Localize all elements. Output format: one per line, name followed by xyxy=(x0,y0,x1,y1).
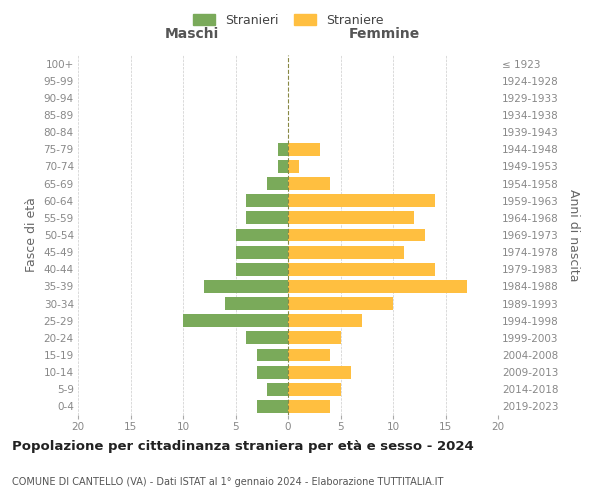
Bar xyxy=(257,400,288,413)
Bar xyxy=(288,212,414,224)
Bar xyxy=(288,160,299,173)
Bar xyxy=(257,348,288,362)
Bar xyxy=(288,228,425,241)
Bar xyxy=(204,280,288,293)
Bar xyxy=(257,366,288,378)
Bar xyxy=(267,177,288,190)
Bar xyxy=(235,263,288,276)
Bar xyxy=(288,348,330,362)
Bar xyxy=(288,400,330,413)
Bar xyxy=(183,314,288,327)
Text: Popolazione per cittadinanza straniera per età e sesso - 2024: Popolazione per cittadinanza straniera p… xyxy=(12,440,474,453)
Bar xyxy=(288,263,435,276)
Text: Femmine: Femmine xyxy=(349,26,420,40)
Bar xyxy=(288,143,320,156)
Bar xyxy=(235,246,288,258)
Bar xyxy=(288,366,351,378)
Bar xyxy=(277,143,288,156)
Bar xyxy=(267,383,288,396)
Bar xyxy=(288,314,361,327)
Y-axis label: Fasce di età: Fasce di età xyxy=(25,198,38,272)
Bar xyxy=(246,194,288,207)
Bar xyxy=(277,160,288,173)
Bar xyxy=(288,332,341,344)
Legend: Stranieri, Straniere: Stranieri, Straniere xyxy=(187,8,389,32)
Y-axis label: Anni di nascita: Anni di nascita xyxy=(567,188,580,281)
Bar xyxy=(288,177,330,190)
Bar xyxy=(288,194,435,207)
Bar xyxy=(246,212,288,224)
Bar xyxy=(288,383,341,396)
Text: COMUNE DI CANTELLO (VA) - Dati ISTAT al 1° gennaio 2024 - Elaborazione TUTTITALI: COMUNE DI CANTELLO (VA) - Dati ISTAT al … xyxy=(12,477,443,487)
Bar xyxy=(288,246,404,258)
Bar xyxy=(246,332,288,344)
Bar xyxy=(288,297,393,310)
Bar xyxy=(288,280,467,293)
Text: Maschi: Maschi xyxy=(164,26,218,40)
Bar xyxy=(225,297,288,310)
Bar xyxy=(235,228,288,241)
